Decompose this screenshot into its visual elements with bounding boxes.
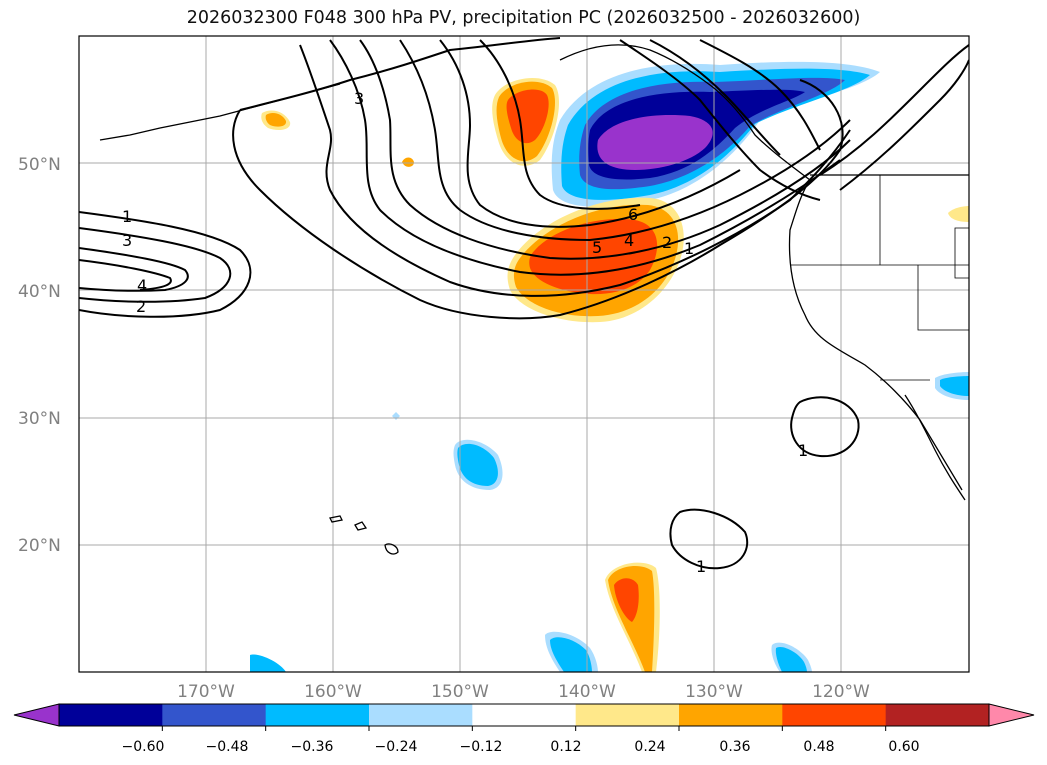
pv-contours [79,37,969,570]
contour-label: 5 [592,238,602,257]
chart-title: 2026032300 F048 300 hPa PV, precipitatio… [186,8,861,28]
map-frame [78,35,970,673]
contour-label: 4 [624,231,634,250]
contour-label: 1 [684,239,694,258]
longitude-labels: 170°W 160°W 150°W 140°W 130°W 120°W [177,682,870,702]
pv-contour-main-4 [329,39,841,276]
colorbar-tick-label: 0.36 [719,739,750,755]
contour-label: 1 [696,557,706,576]
colorbar-tick-label: 0.48 [803,739,834,755]
colorbar-cell [885,704,990,726]
latitude-label: 30°N [18,409,61,429]
pv-contour-east-2 [839,59,969,191]
positive-anomaly-small-dot [402,157,414,167]
contour-label: 1 [122,207,132,226]
colorbar-cell [782,704,887,726]
pv-contour-east-1 [819,44,969,176]
negative-anomaly-hawaii-north-core [457,443,498,486]
pv-contour-ring-1 [790,396,860,458]
pv-contour-inner-2 [479,39,641,210]
contour-label: 2 [662,233,672,252]
precipitation-shading [250,61,969,672]
colorbar-tick-label: −0.24 [375,739,418,755]
negative-anomaly-tropical-west-core [550,637,592,672]
colorbar-tick-label: −0.36 [291,739,334,755]
state-borders [790,175,969,381]
hawaii-island-3 [329,515,343,523]
colorbar-tick-label: 0.12 [550,739,581,755]
longitude-label: 160°W [304,682,362,702]
longitude-label: 150°W [431,682,489,702]
negative-anomaly-sw-edge [250,654,286,672]
pv-contour-west-4 [79,247,189,292]
pv-contour-main-5 [359,39,851,260]
colorbar-tick-label: −0.60 [122,739,165,755]
longitude-label: 120°W [812,682,870,702]
pv-contour-main-6 [399,39,851,242]
pv-contour-west-1 [79,211,252,318]
contour-labels: 1 3 4 2 3 6 5 4 2 1 1 1 [122,89,808,576]
pv-contour-ring-2 [669,508,749,570]
hawaii-island-1 [384,543,399,555]
latitude-label: 40°N [18,282,61,302]
colorbar-tick-label: 0.60 [888,739,919,755]
negative-anomaly-tropical-east-core [775,646,807,672]
longitude-label: 170°W [177,682,235,702]
baja-coast [904,394,966,501]
colorbar-cell [575,704,680,726]
longitude-label: 130°W [685,682,743,702]
colorbar-tick-label: 0.24 [634,739,665,755]
pv-contour-main-2 [232,79,844,320]
contour-label: 6 [628,205,638,224]
latitude-labels: 50°N 40°N 30°N 20°N [18,155,61,556]
alaska-coast [559,44,963,491]
colorbar-cell [472,704,577,726]
colorbar-cell [162,704,267,726]
pv-contour-main-3 [299,44,851,297]
colorbar-cell [679,704,783,726]
contour-label: 2 [136,297,146,316]
colorbar-cell [369,704,473,726]
colorbar-cell [265,704,370,726]
colorbar: −0.60 −0.48 −0.36 −0.24 −0.12 0.12 0.24 … [13,703,1035,755]
hawaii-island-2 [354,521,368,531]
colorbar-cell [59,704,163,726]
pv-contour-west-3 [79,227,232,303]
positive-anomaly-coast-edge [948,206,969,222]
latitude-label: 50°N [18,155,61,175]
pv-contour-east-5 [699,39,821,151]
negative-anomaly-coast-south-core [940,376,969,396]
contour-label: 1 [798,441,808,460]
pv-contour-east-3 [619,39,821,201]
contour-label: 4 [137,276,147,295]
latitude-label: 20°N [18,536,61,556]
contour-label: 3 [122,231,132,250]
colorbar-left-extension [13,703,60,727]
colorbar-tick-labels: −0.60 −0.48 −0.36 −0.24 −0.12 0.12 0.24 … [122,739,920,755]
positive-anomaly-aleutian-orange [265,113,287,127]
longitude-label: 140°W [558,682,616,702]
colorbar-tick-label: −0.48 [206,739,249,755]
colorbar-tick-label: −0.12 [460,739,503,755]
pv-contour-west-2 [79,259,172,291]
negative-anomaly-gulf-of-alaska-purple [597,115,713,170]
pv-contour-inner-1 [439,39,741,228]
colorbar-outline [58,703,990,727]
positive-anomaly-tropical-red [614,578,639,622]
colorbar-right-extension [988,703,1035,727]
pv-contour-east-4 [649,39,781,156]
contour-label: 3 [354,89,364,108]
pv-contour-main-1 [239,37,561,111]
